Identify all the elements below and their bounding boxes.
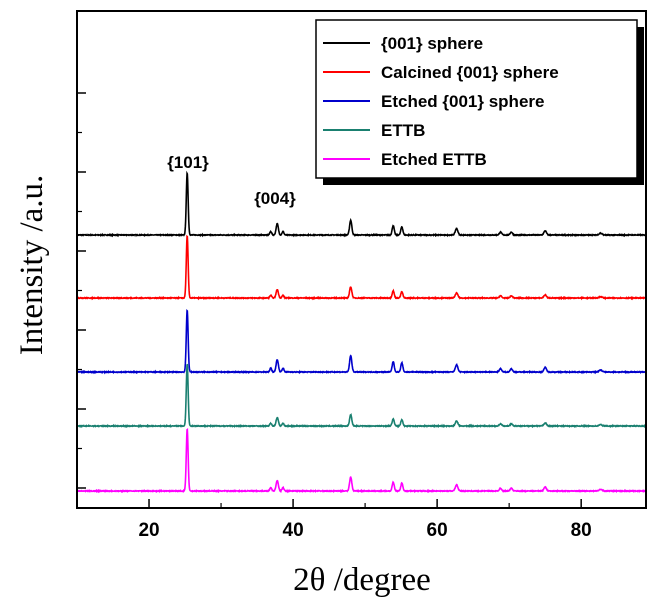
legend-box <box>315 19 638 179</box>
legend-label-1: {001} sphere <box>381 34 483 53</box>
legend-label-4: ETTB <box>381 121 425 140</box>
axis-layer: 20 40 60 80 <box>76 92 592 541</box>
x-tick-label-80: 80 <box>571 520 592 541</box>
series-line-2 <box>76 234 647 301</box>
x-tick-label-60: 60 <box>427 520 448 541</box>
x-axis-title: 2θ /degree <box>293 562 431 598</box>
legend-label-3: Etched {001} sphere <box>381 92 544 111</box>
plot-frame <box>76 10 647 509</box>
annotation-004: {004} <box>254 189 296 208</box>
series-layer <box>76 170 647 494</box>
legend: {001} sphere Calcined {001} sphere Etched … <box>315 19 644 185</box>
series-line-3 <box>76 308 647 375</box>
series-line-5 <box>76 428 647 494</box>
legend-label-2: Calcined {001} sphere <box>381 63 559 82</box>
legend-items: {001} sphere Calcined {001} sphere Etched … <box>323 34 559 169</box>
y-axis-title: Intensity /a.u. <box>14 175 50 356</box>
legend-label-5: Etched ETTB <box>381 150 487 169</box>
annotation-101: {101} <box>167 153 209 172</box>
x-tick-label-20: 20 <box>138 520 159 541</box>
series-line-4 <box>76 363 647 429</box>
series-line-1 <box>76 170 647 238</box>
x-tick-label-40: 40 <box>283 520 304 541</box>
